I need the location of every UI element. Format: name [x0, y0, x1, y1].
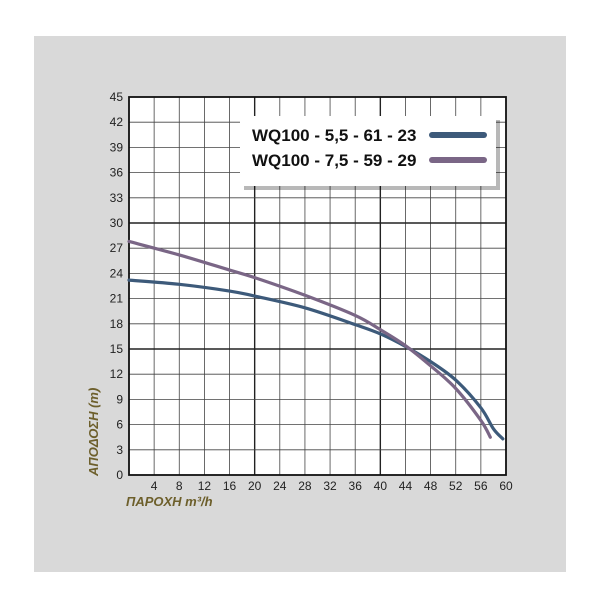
- series-line-2: [127, 239, 492, 439]
- x-tick-label: 48: [424, 479, 438, 493]
- x-tick-label: 56: [474, 479, 488, 493]
- x-tick-label: 24: [273, 479, 287, 493]
- y-tick-label: 42: [110, 115, 124, 129]
- x-tick-label: 4: [151, 479, 158, 493]
- legend-label-series-1: WQ100 - 5,5 - 61 - 23: [252, 126, 416, 145]
- y-axis-label: ΑΠΟΔΟΣΗ (m): [86, 388, 101, 477]
- y-tick-label: 39: [110, 140, 124, 154]
- x-tick-label: 40: [374, 479, 388, 493]
- x-tick-label: 20: [248, 479, 262, 493]
- y-tick-label: 33: [110, 191, 124, 205]
- legend-box: [240, 116, 496, 186]
- y-tick-label: 36: [110, 166, 124, 180]
- y-tick-label: 30: [110, 216, 124, 230]
- series-line-1: [127, 278, 505, 441]
- x-tick-label: 44: [399, 479, 413, 493]
- x-tick-label: 36: [349, 479, 363, 493]
- x-tick-label: 8: [176, 479, 183, 493]
- y-tick-label: 18: [110, 317, 124, 331]
- x-tick-label: 32: [323, 479, 337, 493]
- y-tick-label: 24: [110, 266, 124, 280]
- y-tick-label: 9: [116, 392, 123, 406]
- y-tick-label: 0: [116, 468, 123, 482]
- y-tick-label: 6: [116, 418, 123, 432]
- y-tick-label: 27: [110, 241, 124, 255]
- tick-labels: 4 8 12 16 20 24 28 32 36 40 44 48 52 56 60036912151821…: [110, 90, 513, 493]
- x-tick-label: 12: [198, 479, 212, 493]
- x-axis-label: ΠΑΡΟΧΗ m³/h: [126, 494, 213, 509]
- series-lines: [127, 239, 505, 441]
- y-tick-label: 12: [110, 367, 124, 381]
- x-tick-label: 52: [449, 479, 463, 493]
- plot-border: [128, 96, 507, 476]
- legend-label-series-2: WQ100 - 7,5 - 59 - 29: [252, 151, 416, 170]
- y-tick-label: 45: [110, 90, 124, 104]
- x-tick-label: 16: [223, 479, 237, 493]
- y-tick-label: 3: [116, 443, 123, 457]
- legend: WQ100 - 5,5 - 61 - 23 WQ100 - 7,5 - 59 -…: [240, 116, 500, 190]
- y-tick-label: 15: [110, 342, 124, 356]
- x-tick-label: 60: [499, 479, 513, 493]
- x-tick-label: 28: [298, 479, 312, 493]
- y-tick-label: 21: [110, 292, 124, 306]
